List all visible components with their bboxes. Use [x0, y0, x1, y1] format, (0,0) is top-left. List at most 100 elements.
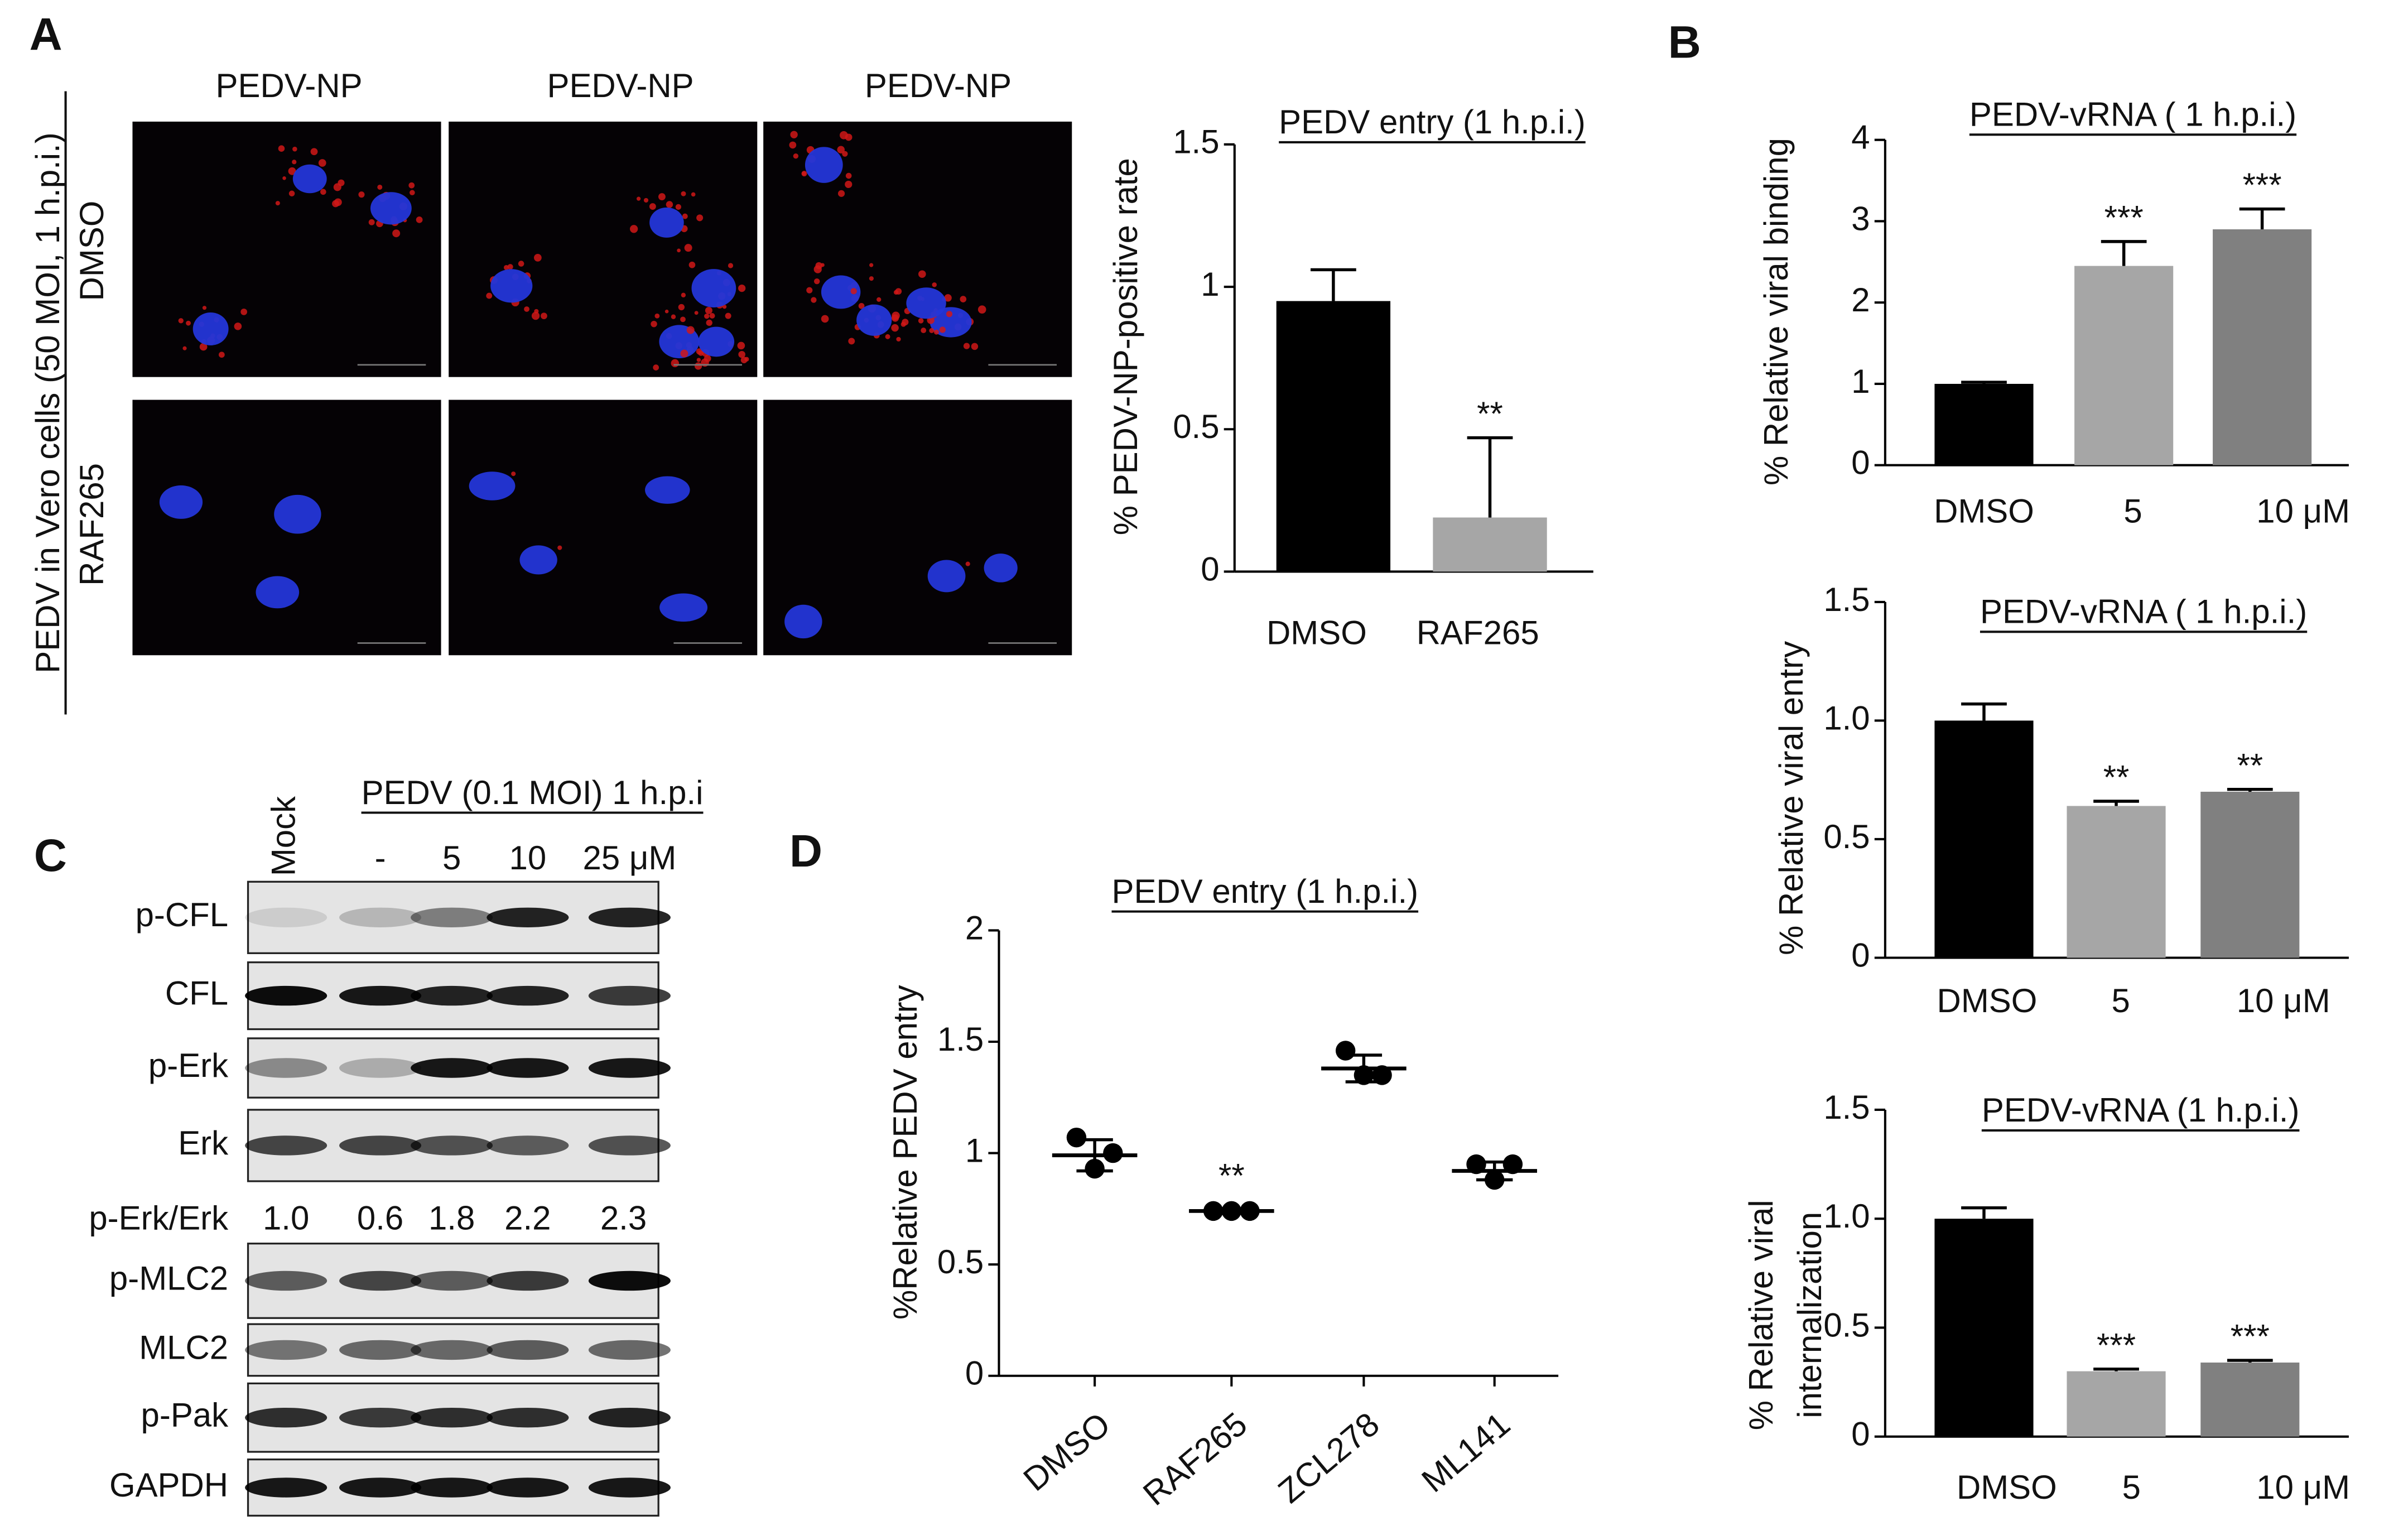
virus-signal: [977, 305, 986, 314]
virus-signal: [533, 254, 542, 262]
bar: [2213, 229, 2312, 465]
nucleus: [805, 147, 843, 183]
y-tick-label: 1: [965, 1132, 984, 1169]
blot-band: [339, 1058, 422, 1078]
virus-signal: [944, 294, 952, 302]
column-header: PEDV-NP: [547, 67, 693, 104]
virus-signal: [946, 311, 953, 317]
y-axis-label: internalization: [1791, 1212, 1828, 1418]
blot-band: [245, 1270, 328, 1291]
virus-signal: [891, 324, 899, 332]
virus-signal: [358, 191, 365, 198]
lane-label: 10: [509, 839, 547, 877]
virus-signal: [681, 292, 686, 298]
data-point: [1066, 1127, 1087, 1148]
blot-band: [588, 985, 671, 1006]
virus-signal: [921, 328, 927, 334]
virus-signal: [218, 352, 225, 358]
virus-signal: [636, 196, 641, 201]
row-label: p-Pak: [141, 1396, 229, 1433]
virus-signal: [654, 313, 660, 319]
virus-signal: [408, 182, 415, 189]
side-label: PEDV in Vero cells (50 MOI, 1 h.p.i.): [29, 132, 66, 673]
blot-band: [411, 1478, 493, 1498]
virus-signal: [696, 358, 701, 362]
blot-band: [487, 1407, 569, 1428]
virus-signal: [965, 561, 970, 566]
x-tick-label: 10 μM: [2256, 493, 2350, 530]
chart-title: PEDV-vRNA ( 1 h.p.i.): [1969, 96, 2296, 133]
virus-signal: [531, 311, 540, 320]
virus-signal: [182, 346, 187, 350]
bar: [1934, 720, 2034, 958]
panel-label: D: [789, 826, 822, 877]
x-tick-label: ML141: [1415, 1405, 1517, 1499]
virus-signal: [801, 171, 807, 177]
virus-signal: [706, 319, 712, 326]
x-tick-label: 5: [2112, 982, 2130, 1019]
virus-signal: [664, 309, 669, 314]
virus-signal: [338, 179, 345, 186]
virus-signal: [282, 176, 286, 180]
row-label: MLC2: [139, 1329, 228, 1366]
blot-band: [411, 1058, 493, 1078]
chart-title: PEDV entry (1 h.p.i.): [1111, 873, 1418, 910]
virus-signal: [793, 153, 799, 159]
micrograph: [449, 400, 758, 656]
virus-signal: [876, 297, 882, 302]
ratio-value: 2.3: [600, 1200, 647, 1237]
row-label: DMSO: [73, 201, 110, 301]
nucleus: [784, 604, 822, 639]
blot-band: [588, 1340, 671, 1360]
significance: **: [1477, 395, 1503, 432]
virus-signal: [694, 311, 699, 315]
virus-signal: [518, 261, 524, 267]
bar: [2200, 791, 2300, 958]
virus-signal: [918, 318, 924, 324]
virus-signal: [725, 312, 731, 319]
virus-signal: [971, 343, 979, 350]
treatment-label: PEDV (0.1 MOI) 1 h.p.i: [362, 774, 704, 811]
ratio-label: p-Erk/Erk: [89, 1200, 229, 1237]
x-tick-label: 5: [2123, 493, 2142, 530]
row-label: RAF265: [73, 463, 110, 586]
lane-label: -: [375, 839, 386, 877]
y-axis-label: % Relative viral entry: [1773, 641, 1810, 955]
blot-band: [339, 1478, 422, 1498]
virus-signal: [709, 313, 715, 319]
virus-signal: [932, 282, 937, 287]
row-label: Erk: [178, 1124, 229, 1162]
virus-signal: [278, 145, 285, 152]
virus-signal: [511, 471, 516, 477]
nucleus: [649, 207, 684, 238]
blot-band: [487, 907, 569, 927]
blot-band: [339, 1407, 422, 1428]
virus-signal: [675, 204, 682, 210]
bar: [1276, 301, 1391, 572]
y-tick-label: 0.5: [1173, 408, 1219, 445]
blot-band: [339, 985, 422, 1006]
nucleus: [645, 476, 690, 504]
virus-signal: [416, 216, 423, 223]
blot-band: [487, 1270, 569, 1291]
y-axis-label: %Relative PEDV entry: [887, 985, 924, 1320]
blot-band: [588, 1407, 671, 1428]
nucleus: [490, 269, 533, 303]
ratio-value: 1.8: [428, 1200, 475, 1237]
virus-signal: [963, 343, 970, 349]
bar: [1433, 517, 1547, 572]
virus-signal: [320, 189, 326, 195]
column-header: PEDV-NP: [865, 67, 1012, 104]
nucleus: [274, 494, 321, 534]
x-tick-label: RAF265: [1417, 614, 1539, 652]
nucleus: [698, 326, 735, 357]
y-axis-label: % Relative viral: [1742, 1200, 1780, 1430]
virus-signal: [918, 270, 926, 278]
virus-signal: [653, 364, 659, 370]
blot-band: [245, 1407, 328, 1428]
virus-signal: [848, 338, 855, 345]
x-tick-label: DMSO: [1266, 614, 1367, 652]
virus-signal: [696, 214, 704, 222]
x-tick-label: 10 μM: [2237, 982, 2330, 1019]
